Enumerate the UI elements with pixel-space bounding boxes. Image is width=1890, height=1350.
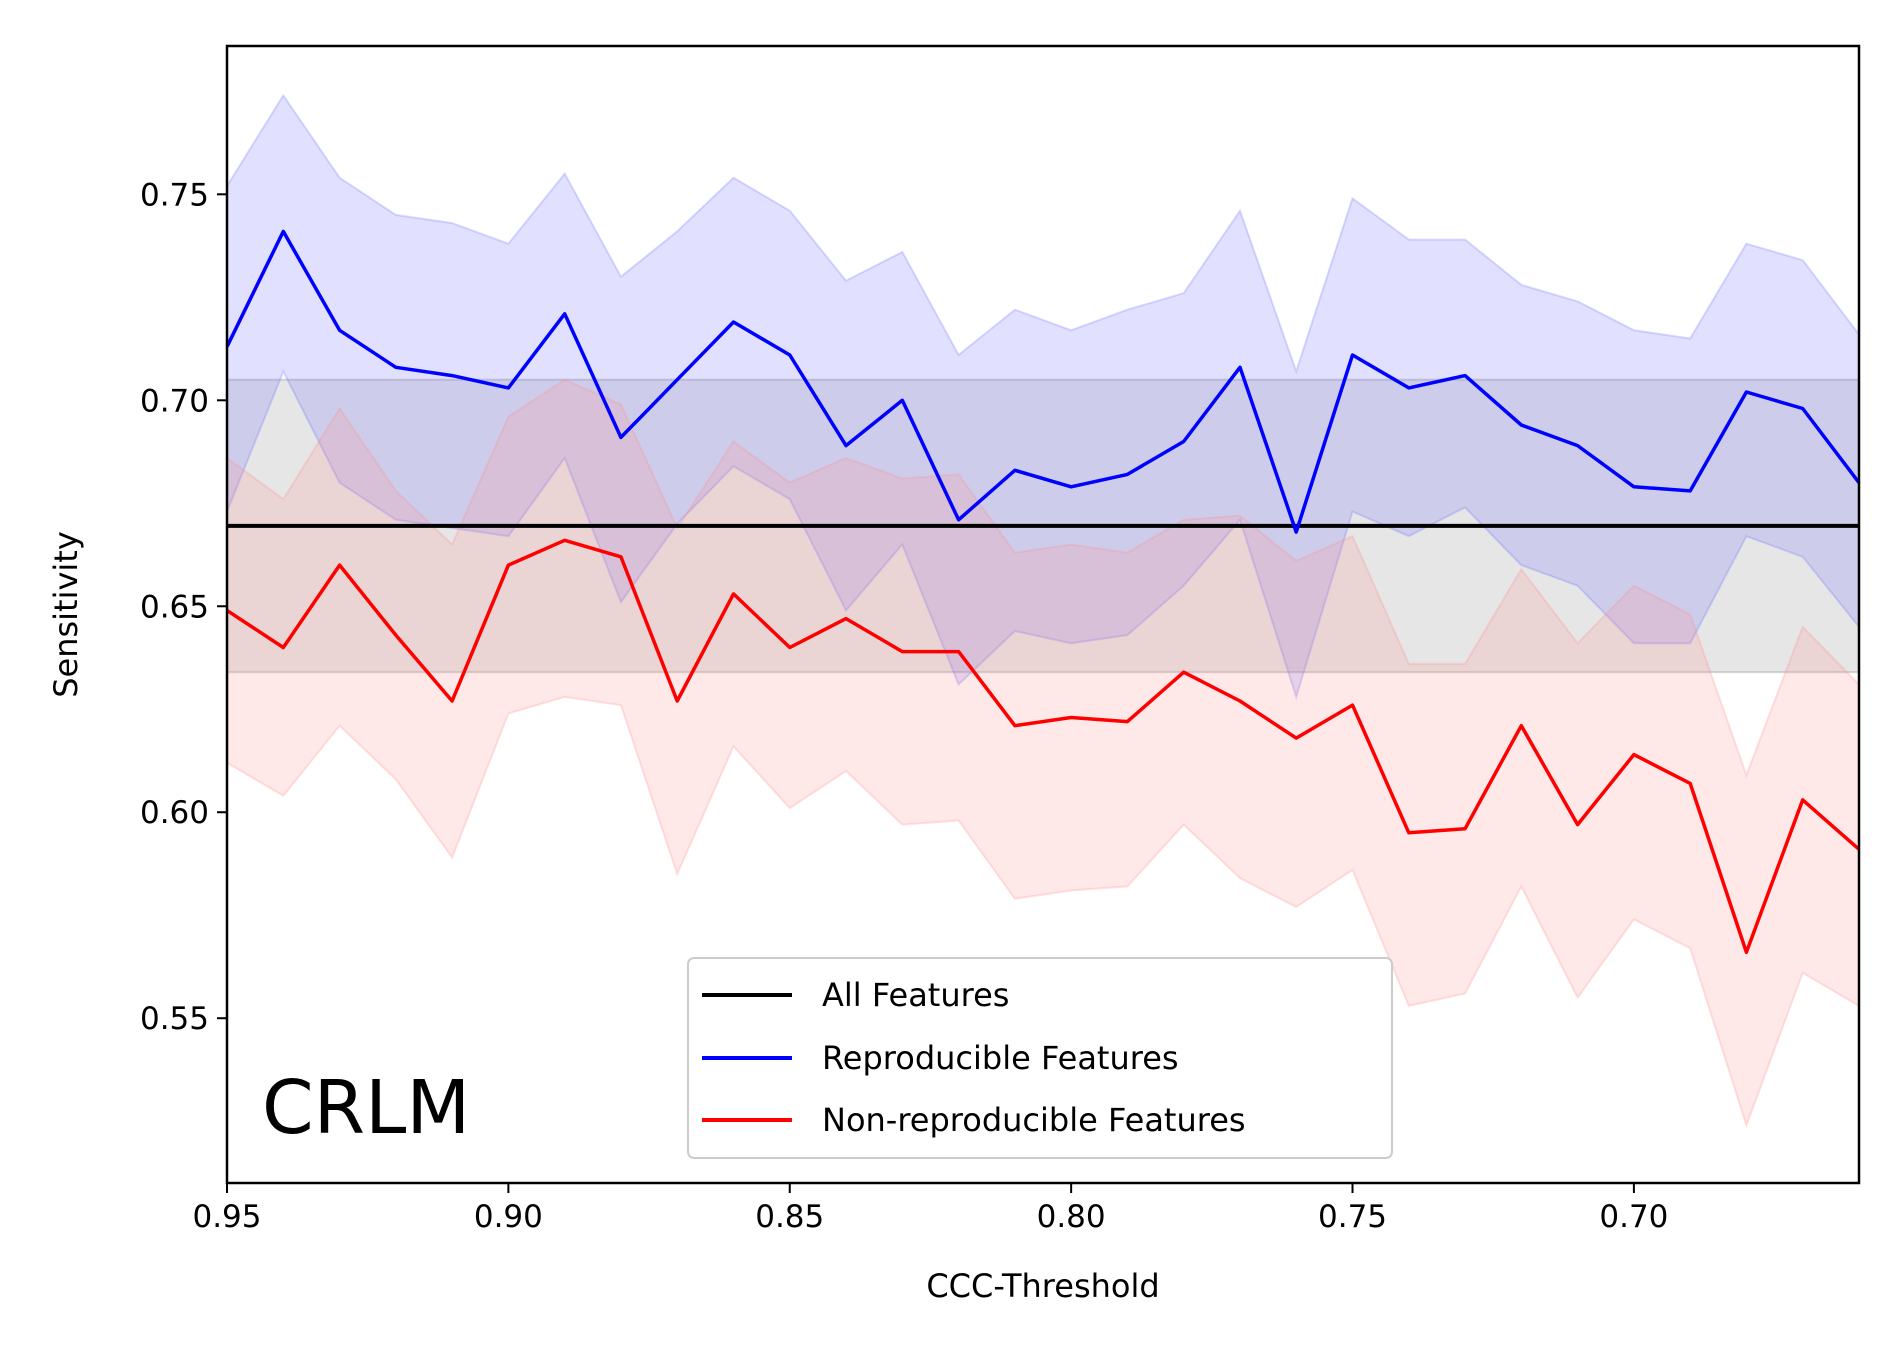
legend-label-reproducible: Reproducible Features bbox=[822, 1039, 1179, 1077]
x-tick-label: 0.70 bbox=[1599, 1199, 1668, 1235]
dataset-annotation: CRLM bbox=[262, 1065, 470, 1151]
axes: 0.95 0.90 0.85 0.80 0.75 0.70 0.55 0.60 0.65 0.70… bbox=[140, 44, 1861, 1235]
x-tick-label: 0.75 bbox=[1318, 1199, 1387, 1235]
plot-frame bbox=[225, 44, 1861, 1185]
x-axis-label: CCC-Threshold bbox=[926, 1267, 1159, 1305]
legend: All Features Reproducible Features Non-r… bbox=[687, 957, 1393, 1159]
y-tick-label: 0.65 bbox=[140, 589, 209, 625]
y-tick-label: 0.75 bbox=[140, 177, 209, 213]
non-reproducible-features-line bbox=[226, 538, 1861, 955]
y-tick-label: 0.55 bbox=[140, 1001, 209, 1037]
legend-label-non-reproducible: Non-reproducible Features bbox=[822, 1101, 1246, 1139]
x-tick-label: 0.95 bbox=[192, 1199, 261, 1235]
y-tick-label: 0.70 bbox=[140, 383, 209, 419]
y-tick-label: 0.60 bbox=[140, 795, 209, 831]
reproducible-features-line bbox=[225, 229, 1861, 534]
x-tick-label: 0.80 bbox=[1037, 1199, 1106, 1235]
x-tick-label: 0.85 bbox=[755, 1199, 824, 1235]
x-tick-label: 0.90 bbox=[474, 1199, 543, 1235]
legend-label-all-features: All Features bbox=[822, 976, 1009, 1014]
y-axis-label: Sensitivity bbox=[47, 531, 85, 698]
legend-box bbox=[687, 957, 1393, 1159]
series-lines bbox=[225, 229, 1861, 955]
